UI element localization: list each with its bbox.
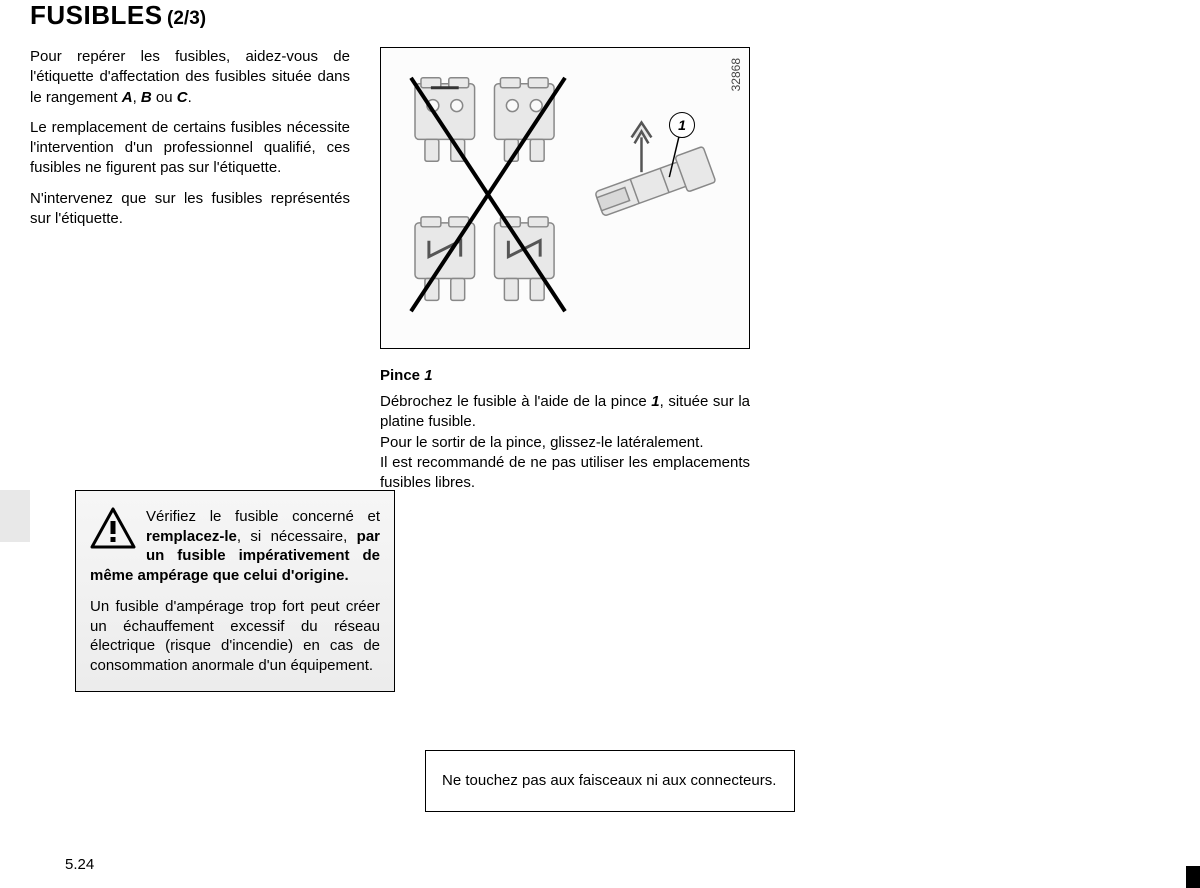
text-bold: remplacez-le: [146, 528, 237, 545]
page-number: 5.24: [65, 856, 94, 873]
corner-mark-icon: [1186, 866, 1200, 888]
ref-c: C: [177, 89, 188, 106]
callout-1-label: 1: [678, 117, 686, 133]
page-title-row: FUSIBLES (2/3): [30, 0, 1200, 31]
image-id: 32868: [729, 58, 743, 91]
ref-b: B: [141, 89, 152, 106]
fuse-diagram-icon: [381, 48, 749, 348]
text: Vérifiez le fusible concerné et: [146, 508, 380, 525]
bottom-note-box: Ne touchez pas aux faisceaux ni aux conn…: [425, 750, 795, 812]
text: .: [188, 89, 192, 106]
text: ou: [152, 89, 177, 106]
pince-p3: Il est recommandé de ne pas utiliser les…: [380, 453, 750, 494]
text: Débrochez le fusible à l'aide de la pinc…: [380, 393, 651, 410]
figure-box: 32868: [380, 47, 750, 349]
pince-p2: Pour le sortir de la pince, glissez-le l…: [380, 433, 750, 453]
title-main: FUSIBLES: [30, 0, 163, 30]
pince-section: Pince 1 Débrochez le fusible à l'aide de…: [380, 367, 750, 493]
bottom-note-text: Ne touchez pas aux faisceaux ni aux conn…: [442, 772, 776, 789]
ref-a: A: [122, 89, 133, 106]
text: Pince: [380, 367, 424, 384]
text: ,: [133, 89, 141, 106]
left-p3: N'intervenez que sur les fusibles représ…: [30, 189, 350, 230]
pince-p1: Débrochez le fusible à l'aide de la pinc…: [380, 392, 750, 433]
callout-1: 1: [669, 112, 695, 138]
middle-column: 32868: [380, 47, 750, 493]
side-tab: [0, 490, 30, 542]
left-column: Pour repérer les fusibles, aidez-vous de…: [30, 47, 350, 493]
left-p1: Pour repérer les fusibles, aidez-vous de…: [30, 47, 350, 108]
pince-title: Pince 1: [380, 367, 750, 384]
warning-box: Vérifiez le fusible concerné et remplace…: [75, 490, 395, 692]
pince-ref: 1: [651, 393, 659, 410]
pince-num: 1: [424, 367, 432, 384]
title-sub: (2/3): [167, 8, 206, 29]
warning-icon: [90, 507, 136, 549]
warning-p2: Un fusible d'ampérage trop fort peut cré…: [90, 597, 380, 675]
left-p2: Le remplacement de certains fusibles néc…: [30, 118, 350, 179]
text: , si nécessaire,: [237, 528, 357, 545]
